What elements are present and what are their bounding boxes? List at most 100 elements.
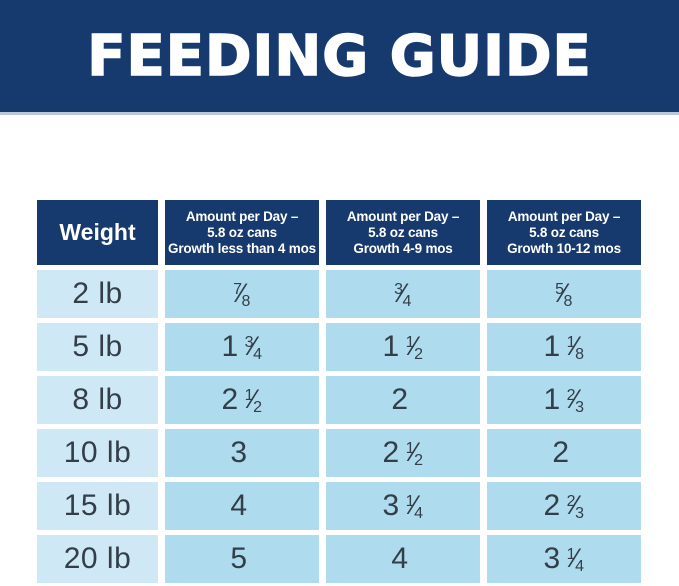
- fraction-numerator: 1: [566, 334, 577, 351]
- amount-whole-number: 1: [221, 330, 239, 363]
- amount-fraction: 7⁄8: [233, 277, 251, 311]
- amount-whole-number: 3: [382, 489, 400, 522]
- amount-whole-number: 2: [543, 489, 561, 522]
- amount-fraction: 1⁄8: [567, 330, 585, 364]
- amount-cell: 4: [326, 535, 480, 583]
- fraction-slash: ⁄: [573, 490, 579, 520]
- fraction-slash: ⁄: [573, 543, 579, 573]
- weight-cell: 20 lb: [37, 535, 158, 583]
- fraction-denominator: 2: [414, 452, 424, 469]
- col-header-line: 5.8 oz cans: [368, 224, 438, 240]
- fraction-slash: ⁄: [412, 490, 418, 520]
- col-header-line: 5.8 oz cans: [529, 224, 599, 240]
- amount-whole-number: 1: [543, 330, 561, 363]
- col-header-weight-label: Weight: [59, 219, 136, 245]
- weight-cell: 10 lb: [37, 429, 158, 477]
- amount-cell: 5⁄8: [487, 270, 641, 318]
- fraction-denominator: 3: [575, 399, 585, 416]
- amount-whole-number: 3: [543, 542, 561, 575]
- fraction-slash: ⁄: [239, 278, 245, 308]
- amount-fraction: 1⁄2: [406, 436, 424, 470]
- amount-cell: 1 1⁄8: [487, 323, 641, 371]
- amount-fraction: 3⁄4: [245, 330, 263, 364]
- amount-whole-number: 4: [391, 542, 409, 575]
- col-header-line: Amount per Day –: [185, 208, 299, 224]
- feeding-guide-table: Weight Amount per Day – 5.8 oz cans Grow…: [37, 200, 641, 583]
- fraction-numerator: 5: [555, 281, 565, 298]
- fraction-numerator: 1: [405, 493, 416, 510]
- amount-whole-number: 3: [230, 436, 248, 469]
- amount-whole-number: 4: [230, 489, 248, 522]
- amount-fraction: 1⁄2: [245, 383, 263, 417]
- amount-cell: 3⁄4: [326, 270, 480, 318]
- fraction-denominator: 3: [575, 505, 585, 522]
- col-header-line: Amount per Day –: [346, 208, 460, 224]
- fraction-slash: ⁄: [573, 331, 579, 361]
- fraction-slash: ⁄: [251, 331, 257, 361]
- amount-fraction: 1⁄2: [406, 330, 424, 364]
- fraction-numerator: 2: [566, 493, 577, 510]
- weight-cell: 2 lb: [37, 270, 158, 318]
- fraction-numerator: 1: [244, 387, 255, 404]
- col-header-line: Growth 10-12 mos: [507, 240, 621, 256]
- amount-fraction: 5⁄8: [555, 277, 573, 311]
- amount-cell: 2 2⁄3: [487, 482, 641, 530]
- col-header-growth-10-12mos: Amount per Day – 5.8 oz cans Growth 10-1…: [487, 200, 641, 265]
- weight-cell: 15 lb: [37, 482, 158, 530]
- amount-whole-number: 2: [221, 383, 239, 416]
- amount-fraction: 1⁄4: [406, 489, 424, 523]
- amount-whole-number: 5: [230, 542, 248, 575]
- amount-whole-number: 2: [382, 436, 400, 469]
- amount-whole-number: 2: [552, 436, 570, 469]
- fraction-numerator: 3: [244, 334, 255, 351]
- amount-fraction: 2⁄3: [567, 489, 585, 523]
- amount-cell: 2: [326, 376, 480, 424]
- fraction-denominator: 8: [563, 293, 573, 310]
- amount-fraction: 1⁄4: [567, 542, 585, 576]
- fraction-slash: ⁄: [251, 384, 257, 414]
- col-header-weight: Weight: [37, 200, 158, 265]
- amount-cell: 2 1⁄2: [326, 429, 480, 477]
- amount-whole-number: 1: [543, 383, 561, 416]
- amount-whole-number: 2: [391, 383, 409, 416]
- amount-whole-number: 1: [382, 330, 400, 363]
- weight-cell: 8 lb: [37, 376, 158, 424]
- amount-cell: 1 3⁄4: [165, 323, 319, 371]
- fraction-numerator: 1: [566, 546, 577, 563]
- fraction-denominator: 2: [253, 399, 263, 416]
- fraction-denominator: 4: [414, 505, 424, 522]
- col-header-growth-under-4mos: Amount per Day – 5.8 oz cans Growth less…: [165, 200, 319, 265]
- amount-cell: 1 1⁄2: [326, 323, 480, 371]
- page-title: FEEDING GUIDE: [87, 23, 592, 90]
- fraction-numerator: 1: [405, 440, 416, 457]
- fraction-slash: ⁄: [412, 437, 418, 467]
- amount-cell: 7⁄8: [165, 270, 319, 318]
- col-header-growth-4-9mos: Amount per Day – 5.8 oz cans Growth 4-9 …: [326, 200, 480, 265]
- amount-cell: 3 1⁄4: [487, 535, 641, 583]
- fraction-slash: ⁄: [412, 331, 418, 361]
- banner: FEEDING GUIDE: [0, 0, 679, 115]
- amount-cell: 3: [165, 429, 319, 477]
- fraction-numerator: 3: [394, 281, 404, 298]
- amount-fraction: 2⁄3: [567, 383, 585, 417]
- fraction-numerator: 2: [566, 387, 577, 404]
- amount-cell: 3 1⁄4: [326, 482, 480, 530]
- fraction-denominator: 4: [575, 558, 585, 575]
- amount-cell: 2: [487, 429, 641, 477]
- fraction-denominator: 8: [241, 293, 251, 310]
- fraction-denominator: 4: [402, 293, 412, 310]
- fraction-numerator: 7: [233, 281, 243, 298]
- fraction-denominator: 8: [575, 346, 585, 363]
- fraction-denominator: 4: [253, 346, 263, 363]
- amount-cell: 4: [165, 482, 319, 530]
- col-header-line: 5.8 oz cans: [207, 224, 277, 240]
- fraction-slash: ⁄: [561, 278, 567, 308]
- fraction-denominator: 2: [414, 346, 424, 363]
- col-header-line: Growth 4-9 mos: [353, 240, 453, 256]
- col-header-line: Growth less than 4 mos: [168, 240, 316, 256]
- fraction-numerator: 1: [405, 334, 416, 351]
- fraction-slash: ⁄: [400, 278, 406, 308]
- amount-cell: 1 2⁄3: [487, 376, 641, 424]
- weight-cell: 5 lb: [37, 323, 158, 371]
- amount-cell: 5: [165, 535, 319, 583]
